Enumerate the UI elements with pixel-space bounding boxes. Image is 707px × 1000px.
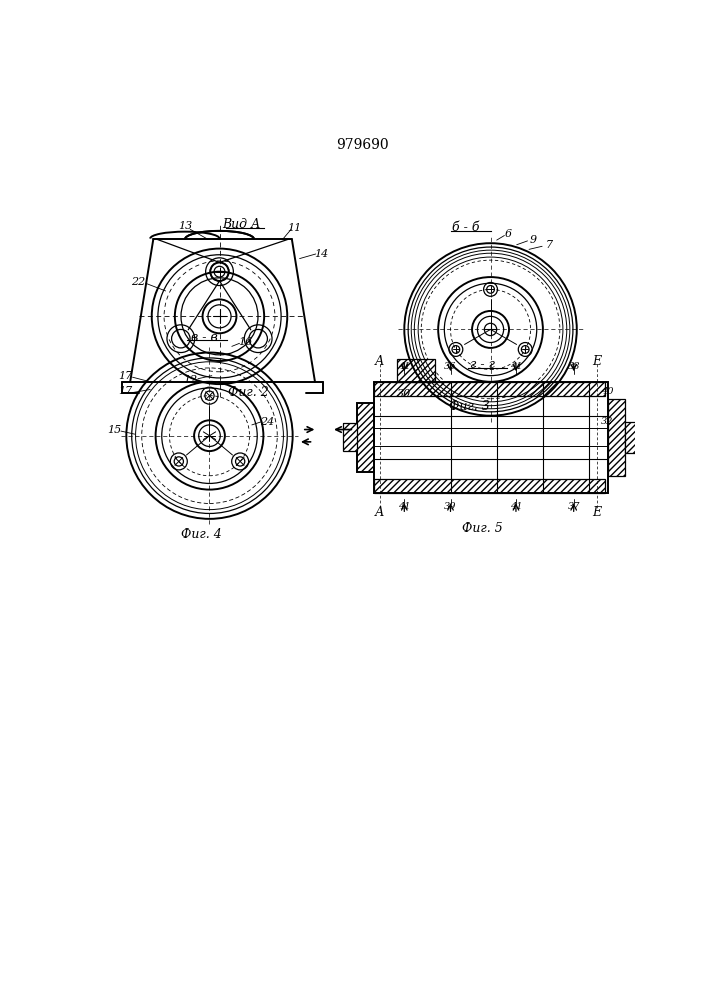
Bar: [624, 422, 638, 453]
Bar: [397, 359, 435, 382]
Text: г - г: г - г: [470, 358, 496, 371]
Text: Е: Е: [592, 506, 602, 519]
Text: Фиг. 4: Фиг. 4: [182, 528, 222, 541]
Bar: [397, 359, 435, 382]
Text: 9: 9: [530, 235, 537, 245]
Text: 37: 37: [568, 502, 580, 511]
Text: А: А: [375, 506, 385, 519]
Bar: [356, 403, 373, 472]
Text: А: А: [375, 355, 385, 368]
Bar: [373, 479, 604, 493]
Text: 41: 41: [398, 362, 411, 371]
Bar: [607, 399, 624, 476]
Bar: [373, 382, 607, 493]
Text: 17: 17: [119, 386, 133, 396]
Text: 11: 11: [287, 223, 301, 233]
Text: 40: 40: [602, 387, 614, 396]
Text: 7: 7: [546, 240, 553, 250]
Text: 41: 41: [510, 362, 522, 371]
Text: 979690: 979690: [336, 138, 388, 152]
Text: Фиг. 2: Фиг. 2: [228, 386, 269, 399]
Bar: [356, 403, 373, 472]
Text: б - б: б - б: [452, 221, 479, 234]
Text: Вид А: Вид А: [223, 218, 261, 231]
Text: 39: 39: [444, 502, 457, 511]
Text: 14: 14: [314, 249, 328, 259]
Text: 30: 30: [397, 389, 411, 399]
Bar: [373, 382, 604, 396]
Bar: [343, 423, 356, 451]
Text: 12: 12: [183, 375, 197, 385]
Text: Е: Е: [592, 355, 602, 368]
Text: 41: 41: [398, 502, 411, 511]
Text: 15: 15: [107, 425, 122, 435]
Text: в - в: в - в: [191, 331, 218, 344]
Text: 6: 6: [505, 229, 512, 239]
Text: 36: 36: [444, 362, 457, 371]
Text: 32: 32: [602, 417, 614, 426]
Bar: [343, 423, 356, 451]
Text: 38: 38: [568, 362, 580, 371]
Text: 16: 16: [238, 337, 253, 347]
Text: 41: 41: [510, 502, 522, 511]
Text: Фиг. 5: Фиг. 5: [462, 522, 503, 535]
Text: 17: 17: [119, 371, 133, 381]
Text: 22: 22: [132, 277, 146, 287]
Text: 13: 13: [177, 221, 192, 231]
Bar: [624, 422, 638, 453]
Text: 24: 24: [260, 417, 274, 427]
Text: Фиг. 3: Фиг. 3: [450, 400, 490, 413]
Bar: [373, 382, 604, 396]
Bar: [607, 399, 624, 476]
Bar: [373, 479, 604, 493]
